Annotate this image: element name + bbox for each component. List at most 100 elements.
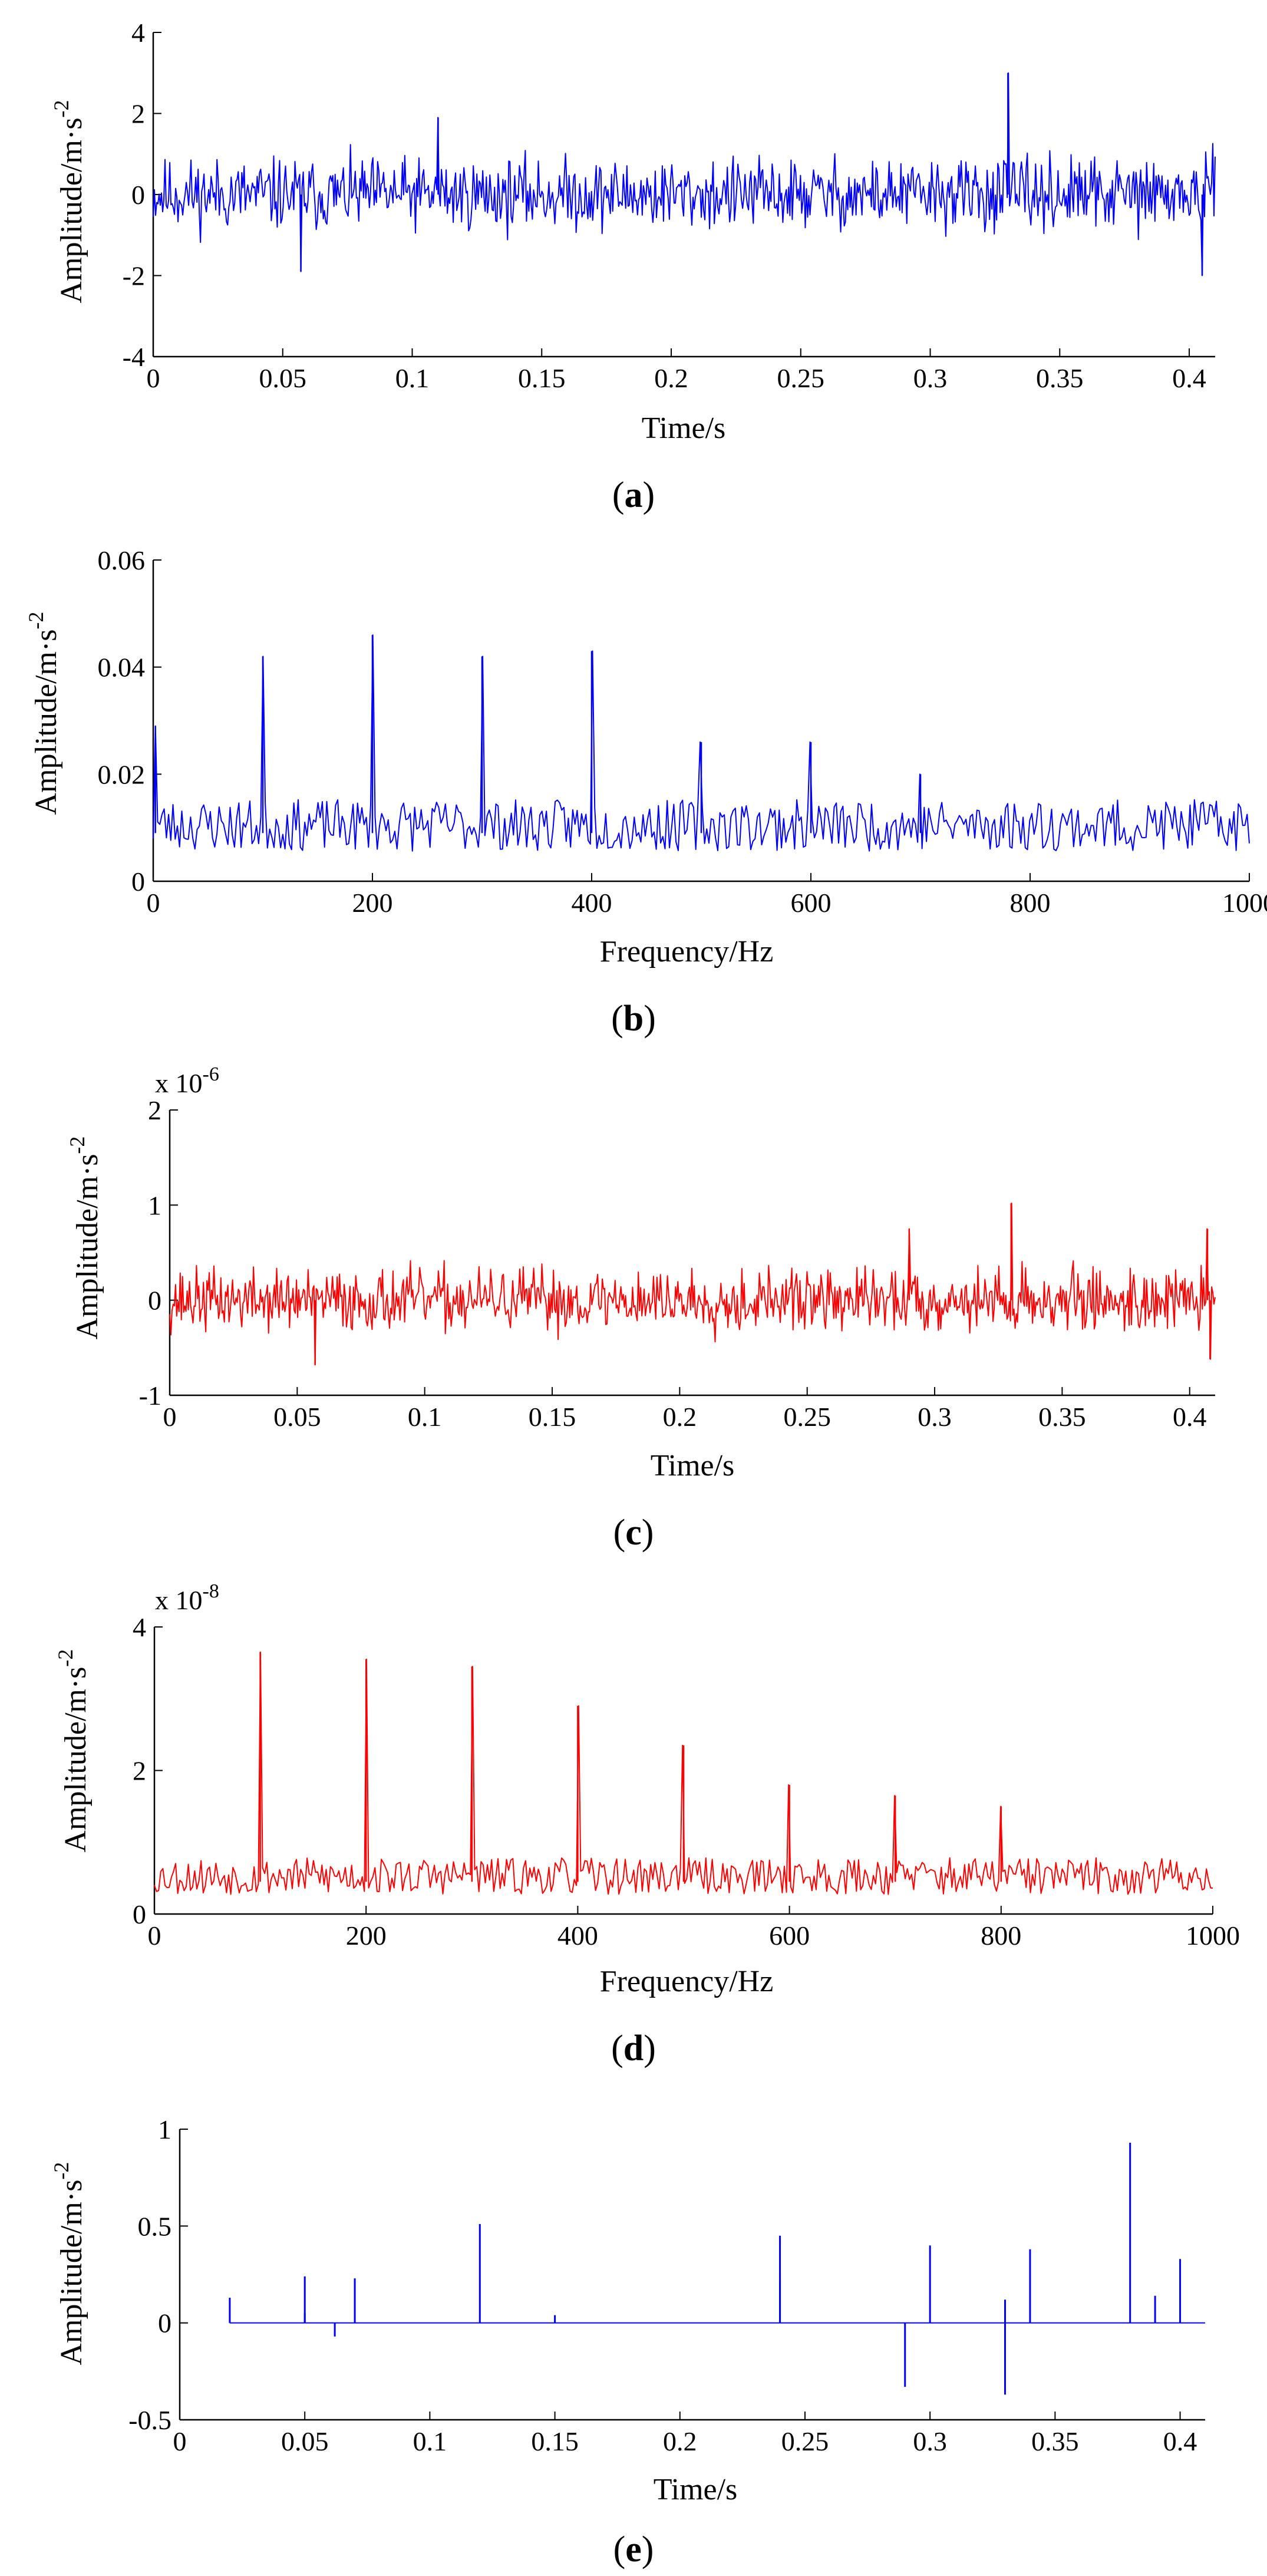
- panel-d-caption: (d): [611, 2028, 656, 2068]
- panel-b-ytick-label: 0: [131, 867, 145, 897]
- panel-e-caption: (e): [613, 2529, 654, 2570]
- panel-a-ytick-label: 4: [131, 18, 145, 48]
- panel-a-xlabel: Time/s: [642, 411, 726, 445]
- panel-e-ytick-label: 0: [158, 2308, 171, 2338]
- panel-a-xtick-label: 0.35: [1036, 363, 1084, 393]
- panel-b-xtick-label: 0: [147, 888, 160, 918]
- panel-c-xtick-label: 0.05: [273, 1402, 321, 1432]
- panel-b-xtick-label: 1000: [1222, 888, 1267, 918]
- panel-c-xtick-label: 0.15: [529, 1402, 576, 1432]
- panel-e-xtick-label: 0.2: [663, 2426, 697, 2456]
- panel-c-xtick-label: 0.3: [918, 1402, 952, 1432]
- panel-e-plot: 0 0.05 0.1 0.15 0.2 0.25 0.3 0.35 0.4-0.500.51: [128, 2114, 1205, 2456]
- panel-e-xtick-label: 0.15: [531, 2426, 579, 2456]
- panel-b-ytick-label: 0.04: [98, 653, 146, 683]
- panel-c-ylabel-main: Amplitude/m·s: [71, 1154, 104, 1340]
- panel-d-ylabel-exp: -2: [54, 1649, 77, 1667]
- panel-a-xtick-label: 0: [147, 363, 160, 393]
- panel-e-xtick-label: 0.35: [1031, 2426, 1079, 2456]
- panel-d-xtick-label: 800: [981, 1921, 1021, 1951]
- panel-e-xtick-label: 0.3: [913, 2426, 947, 2456]
- panel-c-caption: (c): [613, 1513, 654, 1553]
- panel-a: 0 0.05 0.1 0.15 0.2 0.25 0.3 0.35 0.4 -4 -2 0 2 4 Tim…: [50, 18, 1216, 515]
- panel-c-xtick-label: 0.4: [1173, 1402, 1207, 1432]
- panel-d-xlabel: Frequency/Hz: [600, 1965, 774, 1998]
- panel-c-series-line: [169, 1203, 1216, 1366]
- panel-c-xtick-label: 0.2: [663, 1402, 697, 1432]
- panel-a-xtick-label: 0.4: [1172, 363, 1206, 393]
- panel-b-xtick-label: 600: [791, 888, 832, 918]
- panel-c-scale: x 10-6: [155, 1063, 219, 1098]
- panel-a-ytick-label: 0: [131, 180, 145, 210]
- panel-b: 0 200 400 600 800 1000 0 0.02 0.04 0.06 Frequency…: [24, 545, 1267, 1039]
- panel-a-ylabel: Amplitude/m·s-2: [50, 100, 88, 304]
- panel-b-ylabel-exp: -2: [24, 612, 48, 630]
- panel-d-ylabel-main: Amplitude/m·s: [59, 1667, 93, 1853]
- panel-b-xtick-label: 200: [352, 888, 393, 918]
- panel-d-ytick-label: 4: [133, 1612, 146, 1642]
- panel-b-xlabel: Frequency/Hz: [600, 935, 774, 969]
- panel-e-ytick-label: 0.5: [138, 2211, 172, 2241]
- panel-b-ytick-label: 0.02: [98, 759, 146, 789]
- panel-c-ytick-label: 2: [148, 1095, 161, 1125]
- panel-b-ylabel: Amplitude/m·s-2: [24, 612, 63, 815]
- panel-b-plot: 0 200 400 600 800 1000 0 0.02 0.04 0.06: [98, 545, 1267, 918]
- panel-e-xtick-label: 0.25: [781, 2426, 829, 2456]
- panel-a-series-line: [153, 72, 1216, 276]
- panel-d-xtick-label: 1000: [1186, 1921, 1240, 1951]
- panel-d-xtick-label: 600: [769, 1921, 810, 1951]
- panel-e-xtick-label: 0: [173, 2426, 187, 2456]
- panel-b-ylabel-main: Amplitude/m·s: [29, 630, 63, 815]
- panel-d: 0 200 400 600 800 1000 0 2 4 x 10-8 Frequency/Hz…: [54, 1580, 1240, 2068]
- panel-c-xtick-label: 0.35: [1038, 1402, 1086, 1432]
- panel-e-xtick-label: 0.4: [1163, 2426, 1197, 2456]
- panel-c-xtick-label: 0.25: [783, 1402, 831, 1432]
- panel-e-ylabel-exp: -2: [50, 2162, 73, 2180]
- panel-c-ylabel-exp: -2: [65, 1137, 89, 1154]
- panel-c-ytick-label: -1: [139, 1381, 161, 1411]
- panel-a-xtick-label: 0.2: [654, 363, 688, 393]
- panel-e-xtick-label: 0.05: [281, 2426, 329, 2456]
- panel-e-xlabel: Time/s: [654, 2473, 738, 2506]
- panel-a-xtick-label: 0.1: [395, 363, 430, 393]
- panel-a-xtick-label: 0.3: [913, 363, 948, 393]
- panel-c-xtick-label: 0.1: [408, 1402, 442, 1432]
- panel-e-ylabel-main: Amplitude/m·s: [55, 2180, 88, 2366]
- panel-c-xtick-label: 0: [163, 1402, 177, 1432]
- panel-d-scale: x 10-8: [155, 1580, 219, 1615]
- panel-b-caption: (b): [611, 999, 656, 1039]
- panel-a-ytick-label: -2: [123, 261, 145, 291]
- panel-d-plot: 0 200 400 600 800 1000 0 2 4: [133, 1612, 1240, 1951]
- panel-b-ytick-label: 0.06: [98, 545, 146, 575]
- panel-d-xtick-label: 400: [557, 1921, 598, 1951]
- panel-e-ytick-label: 1: [158, 2114, 171, 2145]
- panel-b-xtick-label: 800: [1010, 888, 1051, 918]
- panel-a-plot: 0 0.05 0.1 0.15 0.2 0.25 0.3 0.35 0.4 -4 -2 0 2 4: [123, 18, 1216, 393]
- panel-a-xtick-label: 0.15: [518, 363, 566, 393]
- panel-c-ylabel: Amplitude/m·s-2: [65, 1137, 104, 1340]
- panel-b-xtick-label: 400: [572, 888, 612, 918]
- panel-e-ytick-label: -0.5: [128, 2405, 171, 2435]
- panel-a-ytick-label: -4: [123, 342, 145, 372]
- panel-d-ytick-label: 2: [133, 1756, 146, 1786]
- panel-a-ylabel-main: Amplitude/m·s: [55, 118, 88, 304]
- panel-d-xtick-label: 0: [148, 1921, 161, 1951]
- panel-d-ylabel: Amplitude/m·s-2: [54, 1649, 93, 1853]
- panel-a-ytick-label: 2: [131, 99, 145, 129]
- panel-c-ytick-label: 1: [148, 1190, 161, 1220]
- panel-a-ylabel-exp: -2: [50, 100, 73, 118]
- panel-a-xtick-label: 0.25: [777, 363, 825, 393]
- panel-a-caption: (a): [612, 475, 655, 515]
- panel-d-ytick-label: 0: [133, 1899, 146, 1929]
- panel-e-xtick-label: 0.1: [413, 2426, 447, 2456]
- panel-d-xtick-label: 200: [346, 1921, 387, 1951]
- panel-c-xlabel: Time/s: [651, 1449, 735, 1483]
- panel-c-ytick-label: 0: [148, 1286, 161, 1316]
- panel-e: 0 0.05 0.1 0.15 0.2 0.25 0.3 0.35 0.4-0.500.51 T…: [50, 2114, 1205, 2570]
- panel-a-xtick-label: 0.05: [259, 363, 307, 393]
- panel-e-ylabel: Amplitude/m·s-2: [50, 2162, 88, 2366]
